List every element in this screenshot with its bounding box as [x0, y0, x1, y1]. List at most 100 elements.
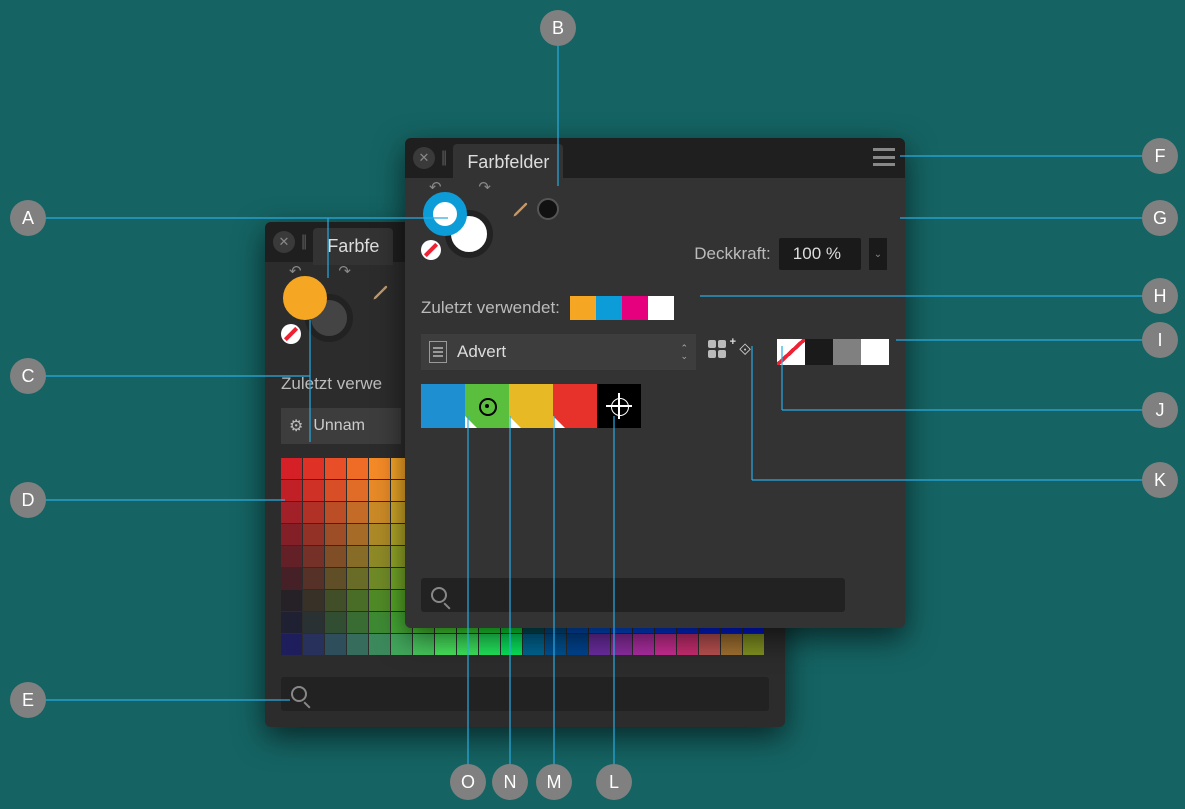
grid-swatch[interactable]	[325, 634, 346, 655]
grid-swatch[interactable]	[347, 458, 368, 479]
grid-swatch[interactable]	[435, 634, 456, 655]
grid-swatch[interactable]	[281, 634, 302, 655]
recent-swatch[interactable]	[596, 296, 622, 320]
grid-swatch[interactable]	[281, 568, 302, 589]
grid-swatch[interactable]	[281, 458, 302, 479]
panel-grip[interactable]: ||	[301, 233, 305, 251]
grid-swatch[interactable]	[677, 634, 698, 655]
quick-swatch[interactable]	[833, 339, 861, 365]
registration-swatch[interactable]	[597, 384, 641, 428]
fill-color-ring[interactable]	[423, 192, 467, 236]
quick-swatch[interactable]	[805, 339, 833, 365]
grid-swatch[interactable]	[369, 524, 390, 545]
search-bar[interactable]	[421, 578, 845, 612]
palette-dropdown[interactable]: Advert ⌃⌄	[421, 334, 696, 370]
grid-swatch[interactable]	[303, 612, 324, 633]
recent-swatches[interactable]	[570, 296, 674, 320]
grid-swatch[interactable]	[611, 634, 632, 655]
grid-swatch[interactable]	[325, 590, 346, 611]
grid-swatch[interactable]	[347, 612, 368, 633]
grid-swatch[interactable]	[347, 634, 368, 655]
grid-swatch[interactable]	[369, 502, 390, 523]
panel-grip[interactable]: ||	[441, 149, 445, 167]
palette-swatch[interactable]	[553, 384, 597, 428]
eyedropper-icon[interactable]	[371, 282, 391, 302]
grid-swatch[interactable]	[457, 634, 478, 655]
palette-swatches[interactable]	[421, 384, 889, 428]
add-swatch-button[interactable]: +	[708, 340, 732, 364]
grid-swatch[interactable]	[479, 634, 500, 655]
grid-swatch[interactable]	[281, 502, 302, 523]
grid-swatch[interactable]	[281, 590, 302, 611]
grid-swatch[interactable]	[325, 480, 346, 501]
recent-swatch[interactable]	[648, 296, 674, 320]
opacity-input[interactable]: 100 %	[779, 238, 861, 270]
recent-swatch[interactable]	[622, 296, 648, 320]
grid-swatch[interactable]	[501, 634, 522, 655]
close-button[interactable]: ✕	[273, 231, 295, 253]
picked-color-swatch[interactable]	[537, 198, 559, 220]
grid-swatch[interactable]	[347, 480, 368, 501]
grid-swatch[interactable]	[325, 612, 346, 633]
grid-swatch[interactable]	[347, 568, 368, 589]
grid-swatch[interactable]	[281, 546, 302, 567]
callout-j: J	[1142, 392, 1178, 428]
grid-swatch[interactable]	[589, 634, 610, 655]
grid-swatch[interactable]	[369, 590, 390, 611]
grid-swatch[interactable]	[303, 502, 324, 523]
grid-swatch[interactable]	[369, 458, 390, 479]
grid-swatch[interactable]	[325, 502, 346, 523]
fill-color-ring[interactable]	[283, 276, 327, 320]
none-color-icon[interactable]	[421, 240, 441, 260]
grid-swatch[interactable]	[325, 458, 346, 479]
grid-swatch[interactable]	[325, 568, 346, 589]
grid-swatch[interactable]	[303, 458, 324, 479]
palette-swatch[interactable]	[421, 384, 465, 428]
grid-swatch[interactable]	[721, 634, 742, 655]
grid-swatch[interactable]	[303, 568, 324, 589]
panel-menu-icon[interactable]	[873, 148, 895, 166]
grid-swatch[interactable]	[347, 546, 368, 567]
opacity-label: Deckkraft:	[694, 244, 771, 264]
grid-swatch[interactable]	[567, 634, 588, 655]
palette-swatch[interactable]	[509, 384, 553, 428]
grid-swatch[interactable]	[545, 634, 566, 655]
quick-swatch[interactable]	[861, 339, 889, 365]
grid-swatch[interactable]	[523, 634, 544, 655]
grid-swatch[interactable]	[391, 634, 412, 655]
eyedropper-icon[interactable]	[511, 199, 531, 219]
grid-swatch[interactable]	[347, 590, 368, 611]
none-color-icon[interactable]	[281, 324, 301, 344]
grid-swatch[interactable]	[413, 634, 434, 655]
grid-swatch[interactable]	[325, 546, 346, 567]
recent-swatch[interactable]	[570, 296, 596, 320]
quick-swatches[interactable]	[777, 339, 889, 365]
grid-swatch[interactable]	[281, 480, 302, 501]
grid-swatch[interactable]	[281, 612, 302, 633]
grid-swatch[interactable]	[303, 480, 324, 501]
link-swatch-button[interactable]: ⟐	[734, 340, 756, 362]
grid-swatch[interactable]	[303, 524, 324, 545]
grid-swatch[interactable]	[347, 502, 368, 523]
quick-swatch[interactable]	[777, 339, 805, 365]
grid-swatch[interactable]	[655, 634, 676, 655]
grid-swatch[interactable]	[369, 546, 390, 567]
grid-swatch[interactable]	[699, 634, 720, 655]
opacity-stepper[interactable]: ⌄	[869, 238, 887, 270]
grid-swatch[interactable]	[369, 568, 390, 589]
search-bar[interactable]	[281, 677, 769, 711]
grid-swatch[interactable]	[303, 590, 324, 611]
grid-swatch[interactable]	[369, 612, 390, 633]
grid-swatch[interactable]	[281, 524, 302, 545]
grid-swatch[interactable]	[325, 524, 346, 545]
grid-swatch[interactable]	[369, 480, 390, 501]
grid-swatch[interactable]	[633, 634, 654, 655]
grid-swatch[interactable]	[347, 524, 368, 545]
palette-swatch[interactable]	[465, 384, 509, 428]
grid-swatch[interactable]	[743, 634, 764, 655]
close-button[interactable]: ✕	[413, 147, 435, 169]
grid-swatch[interactable]	[303, 634, 324, 655]
grid-swatch[interactable]	[369, 634, 390, 655]
palette-dropdown[interactable]: ⚙ Unnam	[281, 408, 401, 444]
grid-swatch[interactable]	[303, 546, 324, 567]
